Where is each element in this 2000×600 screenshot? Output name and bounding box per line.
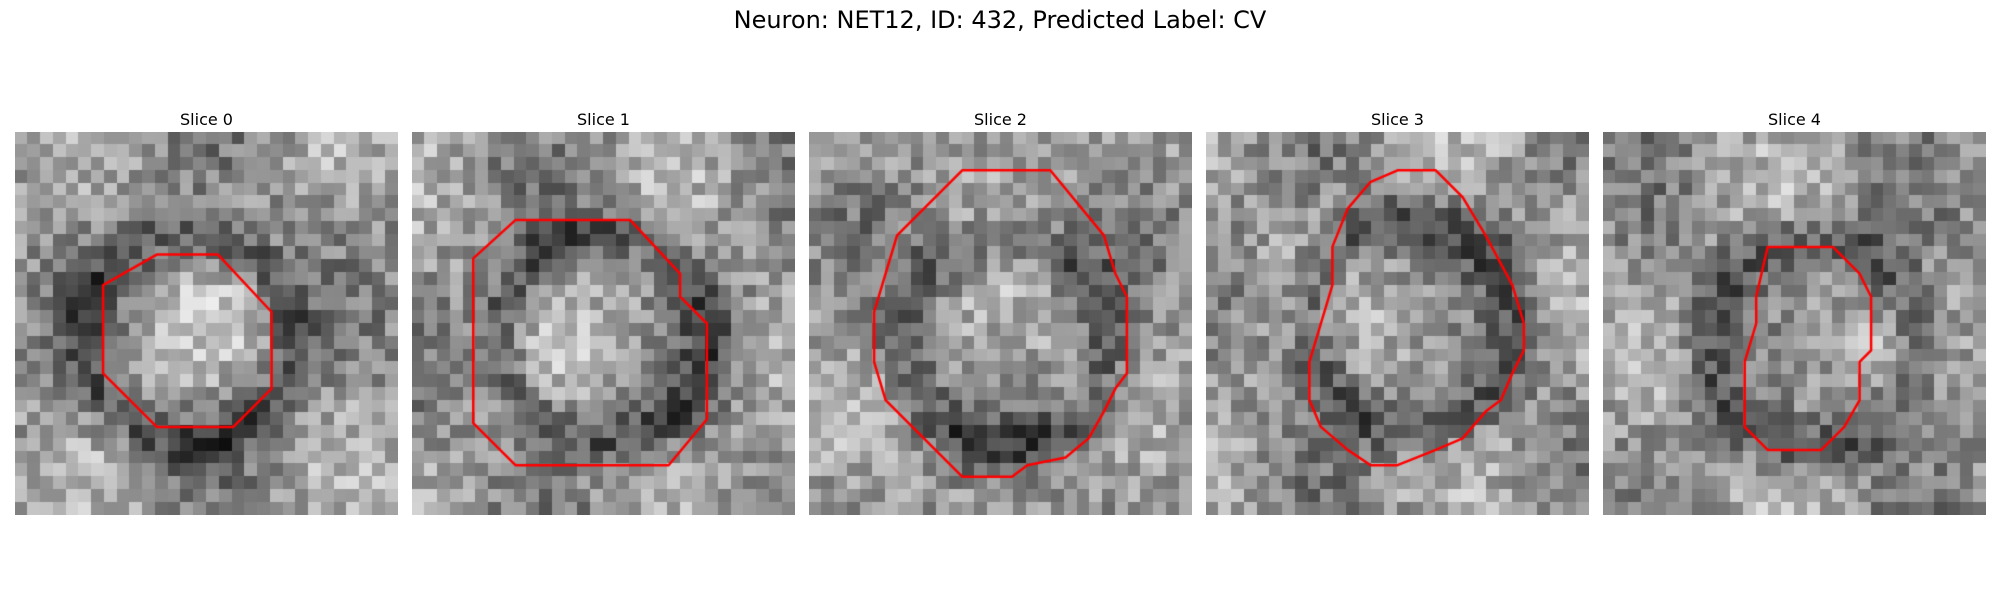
- slice-panel-4: Slice 4: [1603, 108, 1986, 515]
- slice-title-3: Slice 3: [1206, 108, 1589, 132]
- slice-panel-3: Slice 3: [1206, 108, 1589, 515]
- figure-title: Neuron: NET12, ID: 432, Predicted Label:…: [0, 6, 2000, 34]
- slice-title-0: Slice 0: [15, 108, 398, 132]
- slice-image-0: [15, 132, 398, 515]
- slice-image-4: [1603, 132, 1986, 515]
- slice-title-4: Slice 4: [1603, 108, 1986, 132]
- slice-image-3: [1206, 132, 1589, 515]
- slice-title-2: Slice 2: [809, 108, 1192, 132]
- slice-title-1: Slice 1: [412, 108, 795, 132]
- slice-image-1: [412, 132, 795, 515]
- slice-image-2: [809, 132, 1192, 515]
- slice-panel-1: Slice 1: [412, 108, 795, 515]
- slice-panel-2: Slice 2: [809, 108, 1192, 515]
- slice-panel-0: Slice 0: [15, 108, 398, 515]
